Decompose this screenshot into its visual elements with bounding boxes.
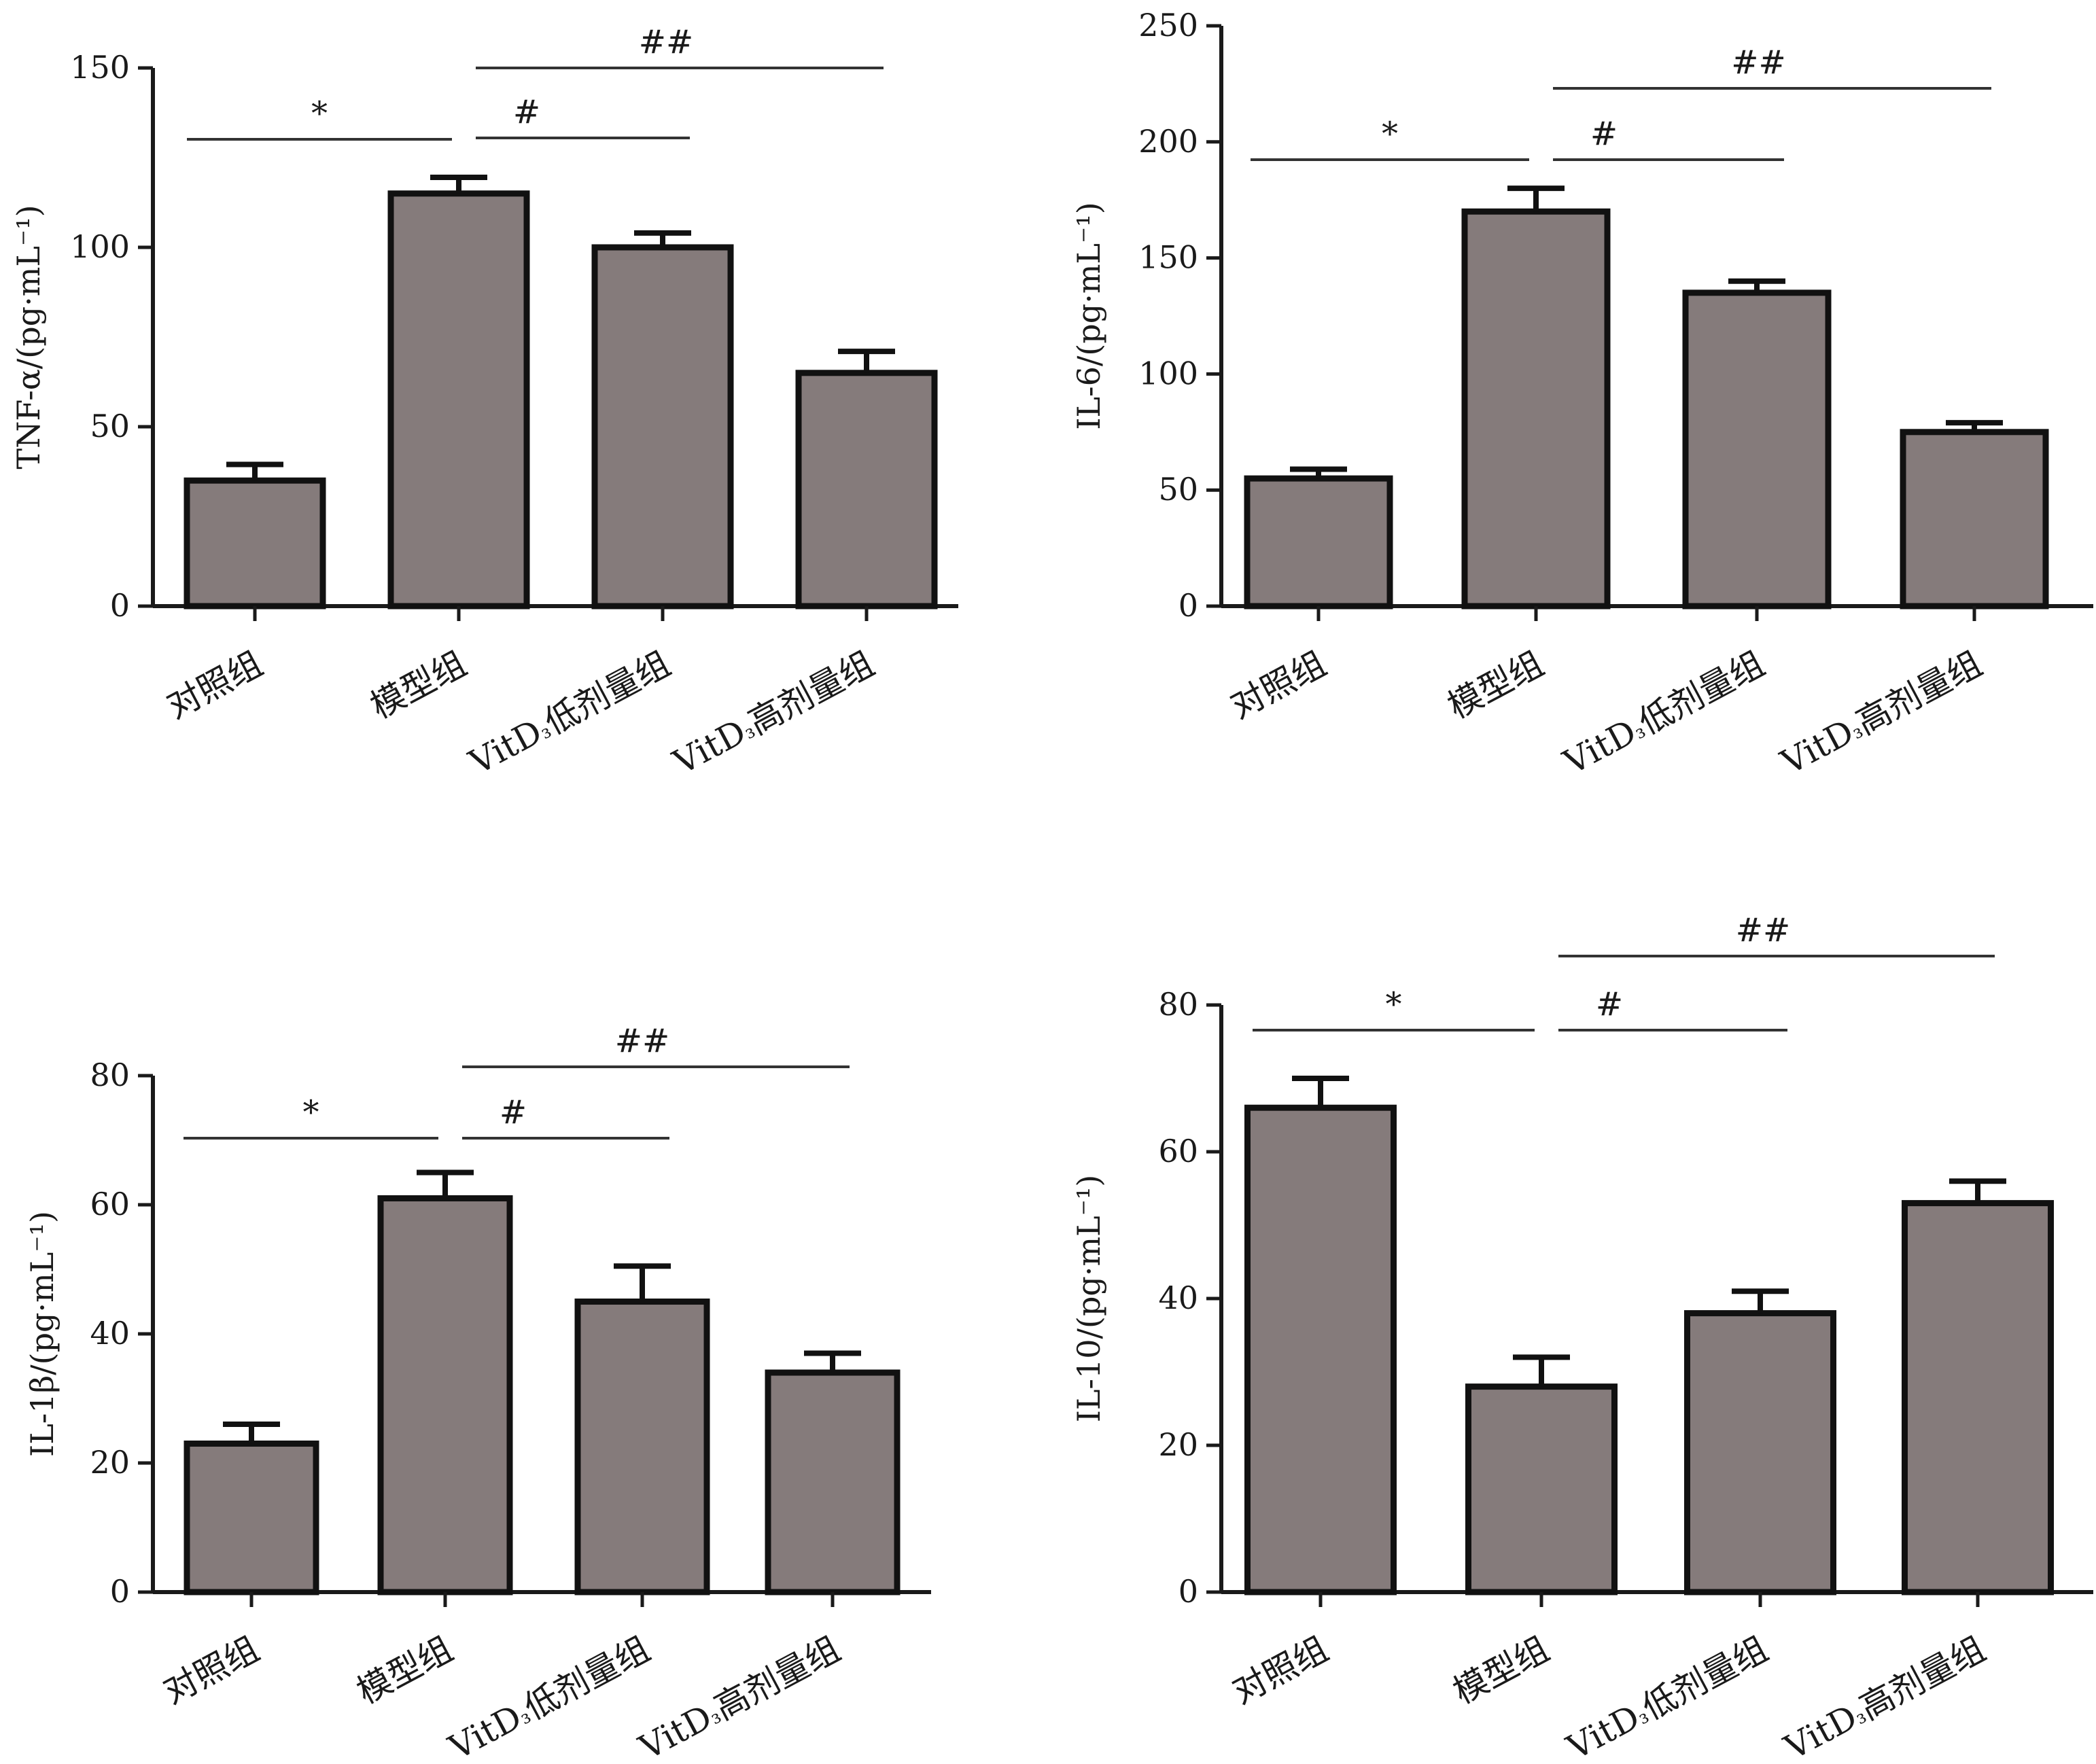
- y-tick-label: 0: [1178, 1573, 1198, 1610]
- significance-label: #: [500, 1093, 527, 1131]
- y-axis-label: IL-6/(pg·mL⁻¹): [1070, 202, 1107, 429]
- category-label: VitD₃低剂量组: [1560, 1629, 1775, 1764]
- category-label: 模型组: [364, 643, 473, 726]
- significance-label: *: [303, 1093, 319, 1131]
- bar: [184, 477, 326, 610]
- category-label: VitD₃高剂量组: [1775, 643, 1989, 782]
- y-tick-label: 20: [1158, 1426, 1198, 1463]
- category-label: VitD₃低剂量组: [463, 643, 677, 782]
- category-label: 模型组: [1442, 643, 1550, 726]
- bar: [1465, 1383, 1618, 1595]
- y-tick-label: 0: [1178, 587, 1198, 624]
- significance-label: *: [311, 94, 328, 133]
- y-tick-label: 40: [1158, 1280, 1198, 1316]
- y-tick-label: 150: [70, 49, 130, 86]
- category-label: VitD₃高剂量组: [1778, 1629, 1992, 1764]
- category-label: 模型组: [1447, 1629, 1556, 1712]
- bar: [574, 1299, 710, 1595]
- category-label: VitD₃高剂量组: [633, 1629, 847, 1764]
- y-tick-label: 250: [1138, 7, 1198, 43]
- bar: [1684, 1310, 1836, 1595]
- significance-label: #: [1596, 985, 1623, 1023]
- bar: [1461, 208, 1611, 610]
- y-tick-label: 150: [1138, 239, 1198, 276]
- category-label: 对照组: [160, 643, 269, 726]
- y-tick-label: 200: [1138, 123, 1198, 160]
- category-label: 对照组: [1224, 643, 1333, 726]
- category-label: 对照组: [1226, 1629, 1335, 1712]
- bar: [1902, 1200, 2054, 1595]
- y-tick-label: 50: [1158, 471, 1198, 508]
- y-tick-label: 50: [90, 408, 130, 444]
- category-label: VitD₃高剂量组: [667, 643, 881, 782]
- bar: [765, 1369, 901, 1595]
- significance-label: ##: [615, 1022, 669, 1060]
- chart-panel-1: 0 50 100 150 TNF-α/(pg·mL⁻¹) 对照组 模型组VitD₃低剂量组V…: [10, 23, 958, 783]
- significance-label: ##: [1731, 43, 1785, 82]
- y-tick-label: 0: [110, 587, 130, 624]
- significance-label: *: [1386, 985, 1402, 1023]
- y-axis-label: IL-10/(pg·mL⁻¹): [1070, 1175, 1107, 1423]
- bar: [795, 370, 938, 610]
- y-tick-label: 80: [90, 1057, 130, 1093]
- significance-label: #: [513, 93, 540, 131]
- y-tick-label: 40: [90, 1315, 130, 1352]
- y-tick-label: 20: [90, 1444, 130, 1481]
- significance-label: *: [1382, 115, 1398, 153]
- significance-label: ##: [1736, 911, 1790, 949]
- y-tick-label: 100: [70, 228, 130, 265]
- chart-panel-4: 0 20 40 60 80 IL-10/(pg·mL⁻¹) 对照组 模型组VitD₃低剂量组V…: [1070, 911, 2093, 1764]
- y-tick-label: 100: [1138, 355, 1198, 391]
- y-tick-label: 60: [90, 1186, 130, 1222]
- category-label: VitD₃低剂量组: [442, 1629, 657, 1764]
- significance-label: #: [1590, 115, 1618, 153]
- bar: [1900, 429, 2049, 610]
- bar: [387, 190, 530, 610]
- bar: [1682, 289, 1832, 610]
- y-tick-label: 80: [1158, 986, 1198, 1023]
- y-axis-label: IL-1β/(pg·mL⁻¹): [24, 1211, 60, 1457]
- y-axis-label: TNF-α/(pg·mL⁻¹): [10, 205, 47, 469]
- category-label: 对照组: [157, 1629, 266, 1712]
- y-tick-label: 0: [110, 1573, 130, 1610]
- bar: [1244, 475, 1393, 610]
- category-label: VitD₃低剂量组: [1557, 643, 1771, 782]
- significance-label: ##: [639, 23, 693, 61]
- y-tick-label: 60: [1158, 1133, 1198, 1169]
- chart-panel-3: 0 20 40 60 80 IL-1β/(pg·mL⁻¹) 对照组 模型组VitD₃低剂量组V…: [24, 1022, 931, 1764]
- bar: [377, 1195, 513, 1595]
- bar: [184, 1441, 319, 1595]
- category-label: 模型组: [351, 1629, 459, 1712]
- bar: [591, 244, 734, 610]
- bar: [1244, 1104, 1397, 1595]
